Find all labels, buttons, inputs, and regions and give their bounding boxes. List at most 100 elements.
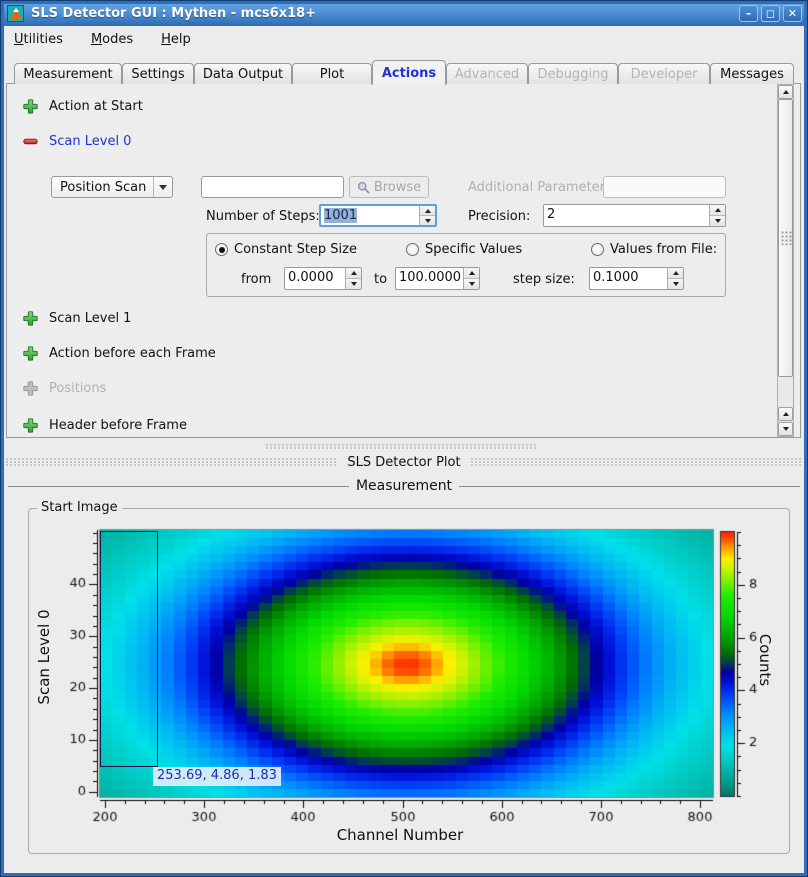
step-size-value: 0.1000: [593, 270, 639, 285]
scan-level-0-label: Scan Level 0: [49, 134, 132, 149]
positions-item: Positions: [23, 381, 106, 396]
precision-decrement-button[interactable]: [710, 216, 725, 226]
scan-mode-select[interactable]: Position Scan: [51, 176, 173, 198]
actions-tab-pane: Action at Start Scan Level 0 Position Sc…: [6, 83, 801, 438]
tab-developer: Developer: [618, 63, 710, 84]
action-at-start-label: Action at Start: [49, 99, 143, 114]
tab-settings[interactable]: Settings: [122, 63, 194, 84]
values-from-file-radio[interactable]: Values from File:: [591, 242, 717, 257]
number-of-steps-label: Number of Steps:: [206, 209, 320, 224]
specific-values-label: Specific Values: [425, 242, 523, 257]
step-size-increment-button[interactable]: [668, 268, 683, 279]
steps-decrement-button[interactable]: [420, 216, 435, 225]
maximize-button[interactable]: ◻: [761, 5, 780, 22]
app-icon: [7, 5, 24, 22]
colorbar-title: Counts: [756, 633, 774, 687]
precision-label: Precision:: [468, 209, 531, 224]
browse-button: Browse: [349, 176, 429, 198]
precision-value: 2: [547, 207, 556, 222]
tab-debugging: Debugging: [528, 63, 618, 84]
positions-label: Positions: [49, 381, 107, 396]
tab-data-output[interactable]: Data Output: [194, 63, 292, 84]
cursor-readout: 253.69, 4.86, 1.83: [153, 767, 281, 786]
values-from-file-label: Values from File:: [610, 242, 718, 257]
menu-utilities[interactable]: Utilities: [14, 31, 63, 47]
from-spinbox[interactable]: 0.0000: [284, 267, 362, 290]
titlebar[interactable]: SLS Detector GUI : Mythen - mcs6x18+ – ◻…: [1, 1, 807, 26]
divider: [8, 485, 349, 487]
scan-level-1-label: Scan Level 1: [49, 311, 132, 326]
precision-spinbox[interactable]: 2: [543, 204, 726, 227]
splitter-handle[interactable]: [266, 444, 536, 450]
add-icon: [23, 418, 38, 433]
menu-help[interactable]: Help: [161, 31, 191, 47]
window-title: SLS Detector GUI : Mythen - mcs6x18+: [31, 6, 317, 21]
divider: [459, 485, 800, 487]
tab-actions[interactable]: Actions: [372, 60, 446, 85]
minimize-button[interactable]: –: [739, 5, 758, 22]
y-axis-title: Scan Level 0: [35, 609, 53, 705]
close-button[interactable]: ✕: [783, 5, 802, 22]
remove-icon: [23, 138, 38, 145]
scan-level-0-item[interactable]: Scan Level 0: [23, 134, 131, 149]
add-icon: [23, 99, 38, 114]
header-before-frame-item[interactable]: Header before Frame: [23, 418, 187, 433]
additional-parameter-label: Additional Parameter:: [468, 180, 610, 195]
scrollbar-thumb[interactable]: [778, 99, 793, 377]
menu-modes[interactable]: Modes: [90, 31, 134, 47]
magnifier-icon: [357, 181, 370, 194]
from-label: from: [241, 272, 272, 287]
step-options-groupbox: [206, 233, 726, 297]
radio-icon: [591, 243, 604, 256]
to-increment-button[interactable]: [464, 268, 479, 279]
constant-step-size-label: Constant Step Size: [234, 242, 357, 257]
to-value: 100.0000: [399, 270, 462, 285]
steps-increment-button[interactable]: [420, 206, 435, 216]
to-label: to: [374, 272, 388, 287]
from-value: 0.0000: [288, 270, 334, 285]
number-of-steps-spinbox[interactable]: 1001: [319, 204, 437, 227]
plot-dock-title: SLS Detector Plot: [347, 454, 461, 470]
constant-step-size-radio[interactable]: Constant Step Size: [215, 242, 357, 257]
menubar: Utilities Modes Help: [4, 27, 804, 51]
step-size-label: step size:: [513, 272, 575, 287]
tab-advanced: Advanced: [446, 63, 528, 84]
step-size-decrement-button[interactable]: [668, 279, 683, 289]
plot-dock-titlebar[interactable]: SLS Detector Plot: [6, 454, 803, 470]
tab-plot[interactable]: Plot: [292, 63, 372, 84]
scan-mode-value: Position Scan: [60, 179, 147, 195]
from-decrement-button[interactable]: [346, 279, 361, 289]
action-before-frame-item[interactable]: Action before each Frame: [23, 346, 216, 361]
number-of-steps-value: 1001: [324, 208, 358, 223]
header-before-frame-label: Header before Frame: [49, 418, 187, 433]
scroll-down-button[interactable]: [778, 422, 793, 436]
additional-parameter-input: [603, 176, 726, 198]
tab-bar: Measurement Settings Data Output Plot Ac…: [14, 60, 794, 85]
step-size-spinbox[interactable]: 0.1000: [589, 267, 684, 290]
measurement-title: Measurement: [355, 478, 453, 494]
tab-messages[interactable]: Messages: [710, 63, 794, 84]
scan-level-1-item[interactable]: Scan Level 1: [23, 311, 131, 326]
specific-values-radio[interactable]: Specific Values: [406, 242, 522, 257]
browse-label: Browse: [373, 179, 422, 195]
dock-texture-left: [6, 458, 338, 466]
radio-icon: [406, 243, 419, 256]
chevron-down-icon: [153, 177, 172, 197]
from-increment-button[interactable]: [346, 268, 361, 279]
start-image-title: Start Image: [37, 500, 122, 515]
to-spinbox[interactable]: 100.0000: [395, 267, 480, 290]
vertical-scrollbar[interactable]: [777, 84, 794, 437]
measurement-group-header: Measurement: [8, 478, 800, 494]
to-decrement-button[interactable]: [464, 279, 479, 289]
action-at-start-item[interactable]: Action at Start: [23, 99, 143, 114]
tab-measurement[interactable]: Measurement: [14, 63, 122, 84]
script-path-input[interactable]: [201, 176, 344, 198]
zoom-rubberband: [100, 531, 158, 767]
scroll-up-button-2[interactable]: [778, 407, 793, 421]
x-axis-title: Channel Number: [336, 826, 464, 844]
heatmap-plot[interactable]: [30, 512, 785, 852]
add-icon: [23, 346, 38, 361]
radio-selected-icon: [215, 243, 228, 256]
precision-increment-button[interactable]: [710, 205, 725, 216]
scroll-up-button[interactable]: [778, 85, 793, 99]
